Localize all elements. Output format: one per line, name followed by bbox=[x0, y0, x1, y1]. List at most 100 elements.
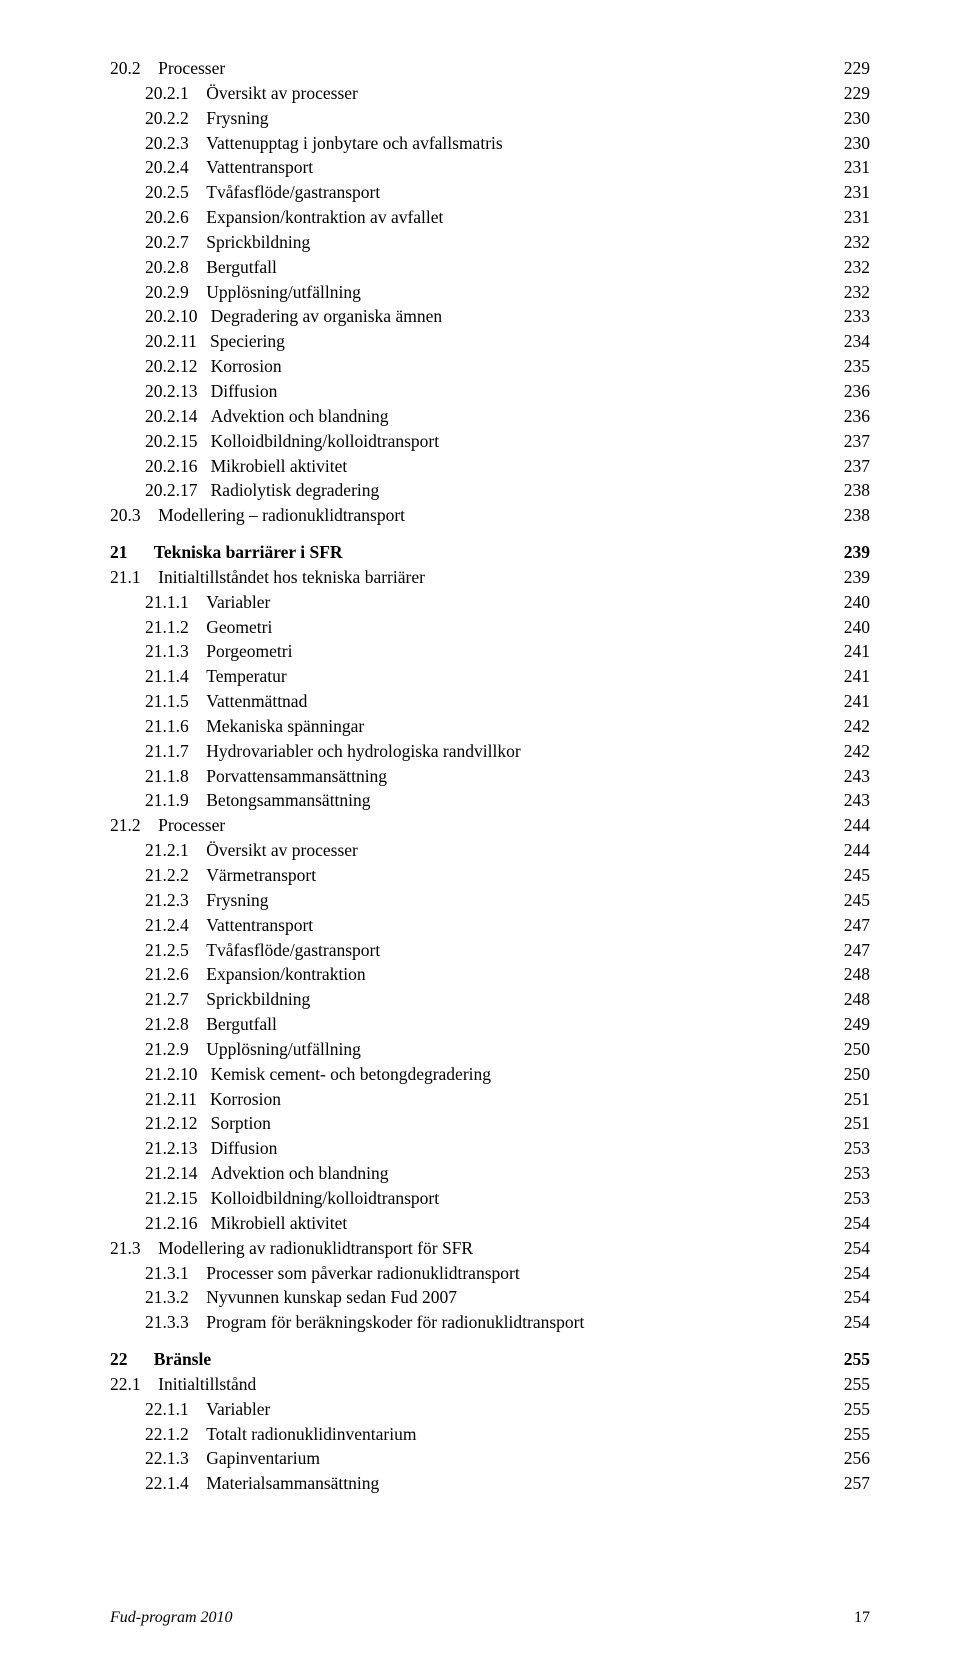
toc-title: Översikt av processer bbox=[206, 838, 358, 863]
toc-number: 21.2.2 bbox=[110, 863, 206, 888]
toc-page: 255 bbox=[830, 1397, 870, 1422]
toc-entry: 20.2.10 Degradering av organiska ämnen23… bbox=[110, 304, 870, 329]
toc-title: Tvåfasflöde/gastransport bbox=[206, 938, 380, 963]
toc-page: 233 bbox=[830, 304, 870, 329]
toc-page: 240 bbox=[830, 615, 870, 640]
toc-title: Frysning bbox=[206, 888, 268, 913]
toc-entry: 21.2.5 Tvåfasflöde/gastransport 247 bbox=[110, 938, 870, 963]
toc-entry: 21.2.1 Översikt av processer244 bbox=[110, 838, 870, 863]
toc-page: 248 bbox=[830, 962, 870, 987]
toc-title: Diffusion bbox=[211, 379, 278, 404]
toc-entry: 21.3.3 Program för beräkningskoder för r… bbox=[110, 1310, 870, 1335]
toc-entry: 21.3.1 Processer som påverkar radionukli… bbox=[110, 1261, 870, 1286]
toc-title: Kemisk cement- och betongdegradering bbox=[211, 1062, 491, 1087]
toc-number: 21.1.4 bbox=[110, 664, 206, 689]
toc-page: 237 bbox=[830, 454, 870, 479]
toc-page: 230 bbox=[830, 131, 870, 156]
toc-entry: 21.2.9 Upplösning/utfällning250 bbox=[110, 1037, 870, 1062]
toc-number: 22.1.1 bbox=[110, 1397, 206, 1422]
toc-entry: 21.1.2 Geometri240 bbox=[110, 615, 870, 640]
toc-title: Modellering av radionuklidtransport för … bbox=[158, 1236, 473, 1261]
toc-title: Nyvunnen kunskap sedan Fud 2007 bbox=[206, 1285, 457, 1310]
toc-number: 21.1.3 bbox=[110, 639, 206, 664]
toc-page: 255 bbox=[830, 1372, 870, 1397]
toc-number: 22.1 bbox=[110, 1372, 158, 1397]
toc-page: 232 bbox=[830, 230, 870, 255]
toc-number: 21.1 bbox=[110, 565, 158, 590]
toc-page: 249 bbox=[830, 1012, 870, 1037]
toc-entry: 21.2.10 Kemisk cement- och betongdegrade… bbox=[110, 1062, 870, 1087]
toc-entry: 21.1.7 Hydrovariabler och hydrologiska r… bbox=[110, 739, 870, 764]
toc-title: Advektion och blandning bbox=[211, 404, 389, 429]
toc-page: 254 bbox=[830, 1236, 870, 1261]
toc-entry: 21.2.14 Advektion och blandning253 bbox=[110, 1161, 870, 1186]
toc-entry: 20.2.16 Mikrobiell aktivitet 237 bbox=[110, 454, 870, 479]
toc-number: 21.2.12 bbox=[110, 1111, 211, 1136]
footer-page-number: 17 bbox=[854, 1609, 870, 1627]
toc-number: 20.2.14 bbox=[110, 404, 211, 429]
toc-entry: 21.1 Initialtillståndet hos tekniska bar… bbox=[110, 565, 870, 590]
toc-page: 231 bbox=[830, 180, 870, 205]
toc-number: 21.2 bbox=[110, 813, 158, 838]
toc-page: 247 bbox=[830, 938, 870, 963]
toc-entry: 21.1.9 Betongsammansättning243 bbox=[110, 788, 870, 813]
toc-entry: 20.2.14 Advektion och blandning236 bbox=[110, 404, 870, 429]
toc-title: Hydrovariabler och hydrologiska randvill… bbox=[206, 739, 520, 764]
toc-entry: 21.2.7 Sprickbildning248 bbox=[110, 987, 870, 1012]
table-of-contents: 20.2 Processer229 20.2.1 Översikt av pro… bbox=[110, 56, 870, 1496]
toc-number: 20.2.8 bbox=[110, 255, 206, 280]
toc-page: 254 bbox=[830, 1310, 870, 1335]
toc-entry: 20.2.12 Korrosion235 bbox=[110, 354, 870, 379]
toc-page: 229 bbox=[830, 81, 870, 106]
toc-entry: 21.2.15 Kolloidbildning/kolloidtransport… bbox=[110, 1186, 870, 1211]
toc-entry: 22.1.3 Gapinventarium256 bbox=[110, 1446, 870, 1471]
toc-title: Sorption bbox=[211, 1111, 271, 1136]
toc-title: Materialsammansättning bbox=[206, 1471, 379, 1496]
toc-title: Geometri bbox=[206, 615, 272, 640]
toc-page: 250 bbox=[830, 1037, 870, 1062]
toc-title: Vattenupptag i jonbytare och avfallsmatr… bbox=[206, 131, 502, 156]
toc-title: Vattenmättnad bbox=[206, 689, 307, 714]
toc-number: 21.2.14 bbox=[110, 1161, 211, 1186]
toc-number: 20.2.11 bbox=[110, 329, 210, 354]
toc-number: 21 bbox=[110, 540, 154, 565]
toc-page: 241 bbox=[830, 664, 870, 689]
toc-title: Mekaniska spänningar bbox=[206, 714, 364, 739]
toc-title: Initialtillstånd bbox=[158, 1372, 256, 1397]
toc-title: Mikrobiell aktivitet bbox=[211, 454, 348, 479]
toc-number: 21.1.6 bbox=[110, 714, 206, 739]
toc-entry: 21.2.13 Diffusion253 bbox=[110, 1136, 870, 1161]
toc-entry: 20.2.5 Tvåfasflöde/gastransport231 bbox=[110, 180, 870, 205]
toc-title: Korrosion bbox=[211, 354, 282, 379]
toc-entry: 20.2.7 Sprickbildning232 bbox=[110, 230, 870, 255]
toc-number: 20.2.13 bbox=[110, 379, 211, 404]
toc-number: 22.1.3 bbox=[110, 1446, 206, 1471]
toc-title: Radiolytisk degradering bbox=[211, 478, 380, 503]
page: 20.2 Processer229 20.2.1 Översikt av pro… bbox=[0, 0, 960, 1661]
toc-number: 21.2.5 bbox=[110, 938, 206, 963]
toc-title: Kolloidbildning/kolloidtransport bbox=[211, 1186, 439, 1211]
toc-number: 22 bbox=[110, 1347, 154, 1372]
toc-number: 20.2.16 bbox=[110, 454, 211, 479]
toc-page: 238 bbox=[830, 503, 870, 528]
toc-number: 21.3.1 bbox=[110, 1261, 206, 1286]
toc-page: 238 bbox=[830, 478, 870, 503]
toc-page: 231 bbox=[830, 205, 870, 230]
toc-number: 20.2.7 bbox=[110, 230, 206, 255]
toc-page: 239 bbox=[830, 540, 870, 565]
toc-title: Betongsammansättning bbox=[206, 788, 370, 813]
toc-number: 20.2.9 bbox=[110, 280, 206, 305]
toc-entry: 20.2.2 Frysning230 bbox=[110, 106, 870, 131]
toc-entry: 20.2.17 Radiolytisk degradering238 bbox=[110, 478, 870, 503]
toc-page: 254 bbox=[830, 1285, 870, 1310]
toc-title: Vattentransport bbox=[206, 913, 313, 938]
toc-gap bbox=[110, 1335, 870, 1347]
toc-number: 21.1.8 bbox=[110, 764, 206, 789]
toc-title: Temperatur bbox=[206, 664, 286, 689]
toc-title: Värmetransport bbox=[206, 863, 316, 888]
toc-entry: 20.2.4 Vattentransport231 bbox=[110, 155, 870, 180]
toc-title: Översikt av processer bbox=[206, 81, 358, 106]
toc-number: 20.2 bbox=[110, 56, 158, 81]
toc-entry: 21.1.4 Temperatur 241 bbox=[110, 664, 870, 689]
toc-title: Kolloidbildning/kolloidtransport bbox=[211, 429, 439, 454]
